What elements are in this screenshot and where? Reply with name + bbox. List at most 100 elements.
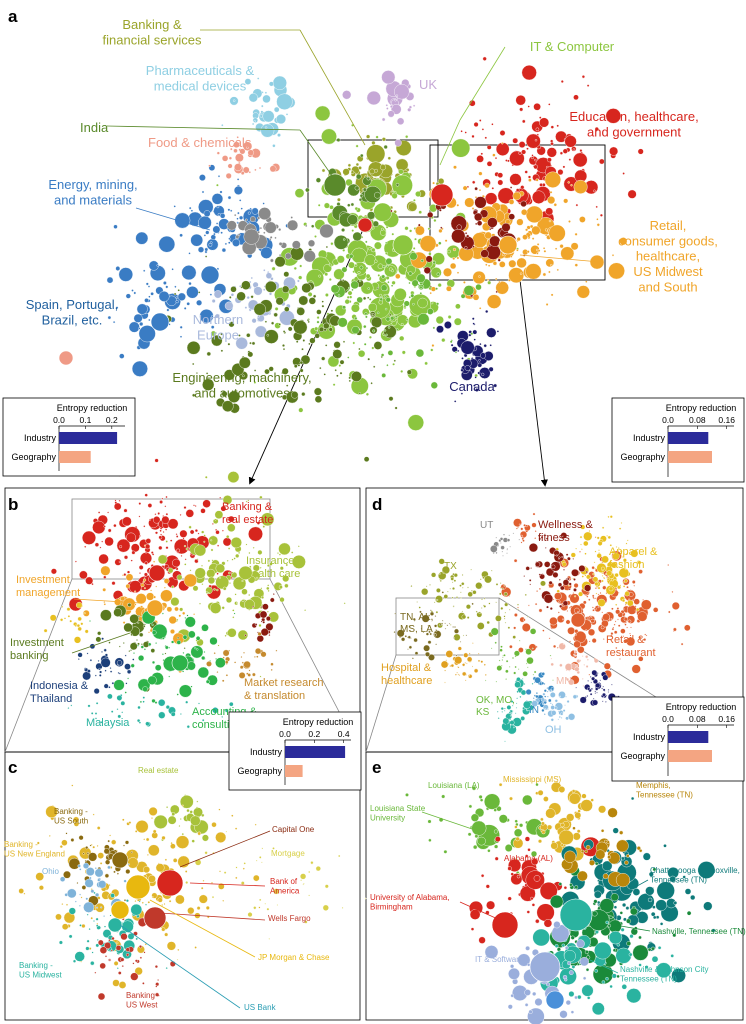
node-dot — [231, 558, 234, 561]
node-dot — [441, 591, 444, 594]
node-dot — [630, 652, 633, 655]
node-dot — [541, 573, 544, 576]
node-dot — [609, 984, 613, 989]
node-dot — [570, 1010, 575, 1014]
label-wellness: Wellness & fitness — [538, 519, 593, 544]
node-dot — [485, 884, 490, 889]
node-dot — [67, 707, 70, 710]
node-dot — [121, 711, 124, 714]
node-dot — [156, 264, 159, 267]
node-dot — [425, 632, 429, 636]
node-dot — [484, 182, 490, 189]
node-dot — [409, 229, 413, 233]
node-dot — [356, 296, 363, 304]
leader-nashjc — [589, 959, 619, 974]
node-dot — [116, 695, 123, 701]
node-dot — [253, 381, 257, 384]
node-dot — [564, 978, 568, 982]
node-dot — [131, 289, 134, 292]
node-dot — [87, 669, 91, 673]
node-dot — [596, 672, 599, 674]
node-dot — [385, 104, 388, 107]
node-dot — [143, 648, 146, 651]
node-dot — [228, 321, 235, 328]
node-dot — [524, 989, 531, 996]
node-big — [545, 990, 565, 1010]
node-dot — [567, 713, 576, 721]
node-dot — [321, 300, 324, 303]
node-dot — [360, 281, 374, 295]
node-dot — [222, 656, 225, 659]
node-dot — [463, 285, 475, 296]
node-dot — [74, 951, 85, 962]
node-dot — [431, 344, 435, 348]
node-dot — [120, 700, 126, 706]
node-dot — [233, 213, 237, 217]
node-dot — [514, 712, 517, 715]
node-dot — [227, 390, 241, 403]
node-dot — [381, 137, 386, 142]
node-dot — [187, 907, 195, 915]
node-dot — [385, 257, 393, 265]
node-dot — [568, 970, 574, 975]
node-dot — [60, 593, 63, 596]
node-dot — [134, 959, 138, 963]
node-dot — [585, 665, 589, 668]
node-dot — [294, 188, 305, 198]
node-dot — [559, 244, 564, 249]
node-dot — [201, 834, 209, 842]
node-dot — [214, 518, 217, 521]
node-dot — [228, 582, 231, 585]
node-dot — [308, 894, 310, 897]
node-dot — [59, 618, 64, 622]
node-dot — [473, 844, 478, 850]
node-dot — [550, 842, 558, 850]
node-dot — [234, 163, 242, 172]
node-dot — [372, 220, 379, 227]
node-dot — [509, 186, 513, 189]
node-dot — [508, 711, 512, 714]
node-dot — [562, 148, 568, 154]
node-dot — [394, 612, 397, 615]
node-dot — [594, 587, 597, 590]
il-d-cluster — [496, 677, 535, 743]
node-dot — [96, 844, 99, 847]
node-dot — [622, 635, 625, 638]
node-dot — [135, 937, 138, 941]
node-dot — [99, 546, 102, 549]
node-dot — [303, 882, 305, 885]
node-dot — [269, 258, 274, 263]
node-dot — [103, 848, 110, 855]
node-dot — [140, 583, 145, 588]
node-dot — [594, 930, 599, 935]
node-dot — [623, 578, 628, 583]
node-dot — [70, 704, 73, 707]
node-dot — [498, 261, 506, 268]
node-dot — [165, 540, 168, 543]
node-dot — [548, 698, 552, 703]
node-dot — [284, 583, 289, 588]
node-dot — [219, 213, 226, 219]
node-dot — [651, 955, 659, 963]
node-dot — [173, 292, 177, 296]
west-c-cluster — [94, 917, 176, 1001]
node-dot — [151, 896, 154, 899]
node-dot — [573, 179, 588, 194]
node-dot — [610, 561, 617, 569]
node-dot — [96, 906, 99, 909]
node-dot — [504, 622, 507, 624]
node-dot — [247, 912, 253, 918]
node-dot — [410, 293, 415, 298]
node-dot — [601, 611, 604, 614]
node-dot — [495, 536, 498, 539]
node-dot — [622, 558, 627, 563]
node-dot — [351, 326, 360, 335]
node-dot — [128, 821, 132, 824]
node-dot — [408, 202, 418, 212]
node-dot — [154, 701, 158, 704]
node-dot — [100, 657, 111, 668]
node-dot — [133, 291, 137, 295]
node-dot — [584, 950, 589, 955]
node-dot — [176, 958, 179, 961]
node-dot — [512, 532, 515, 535]
